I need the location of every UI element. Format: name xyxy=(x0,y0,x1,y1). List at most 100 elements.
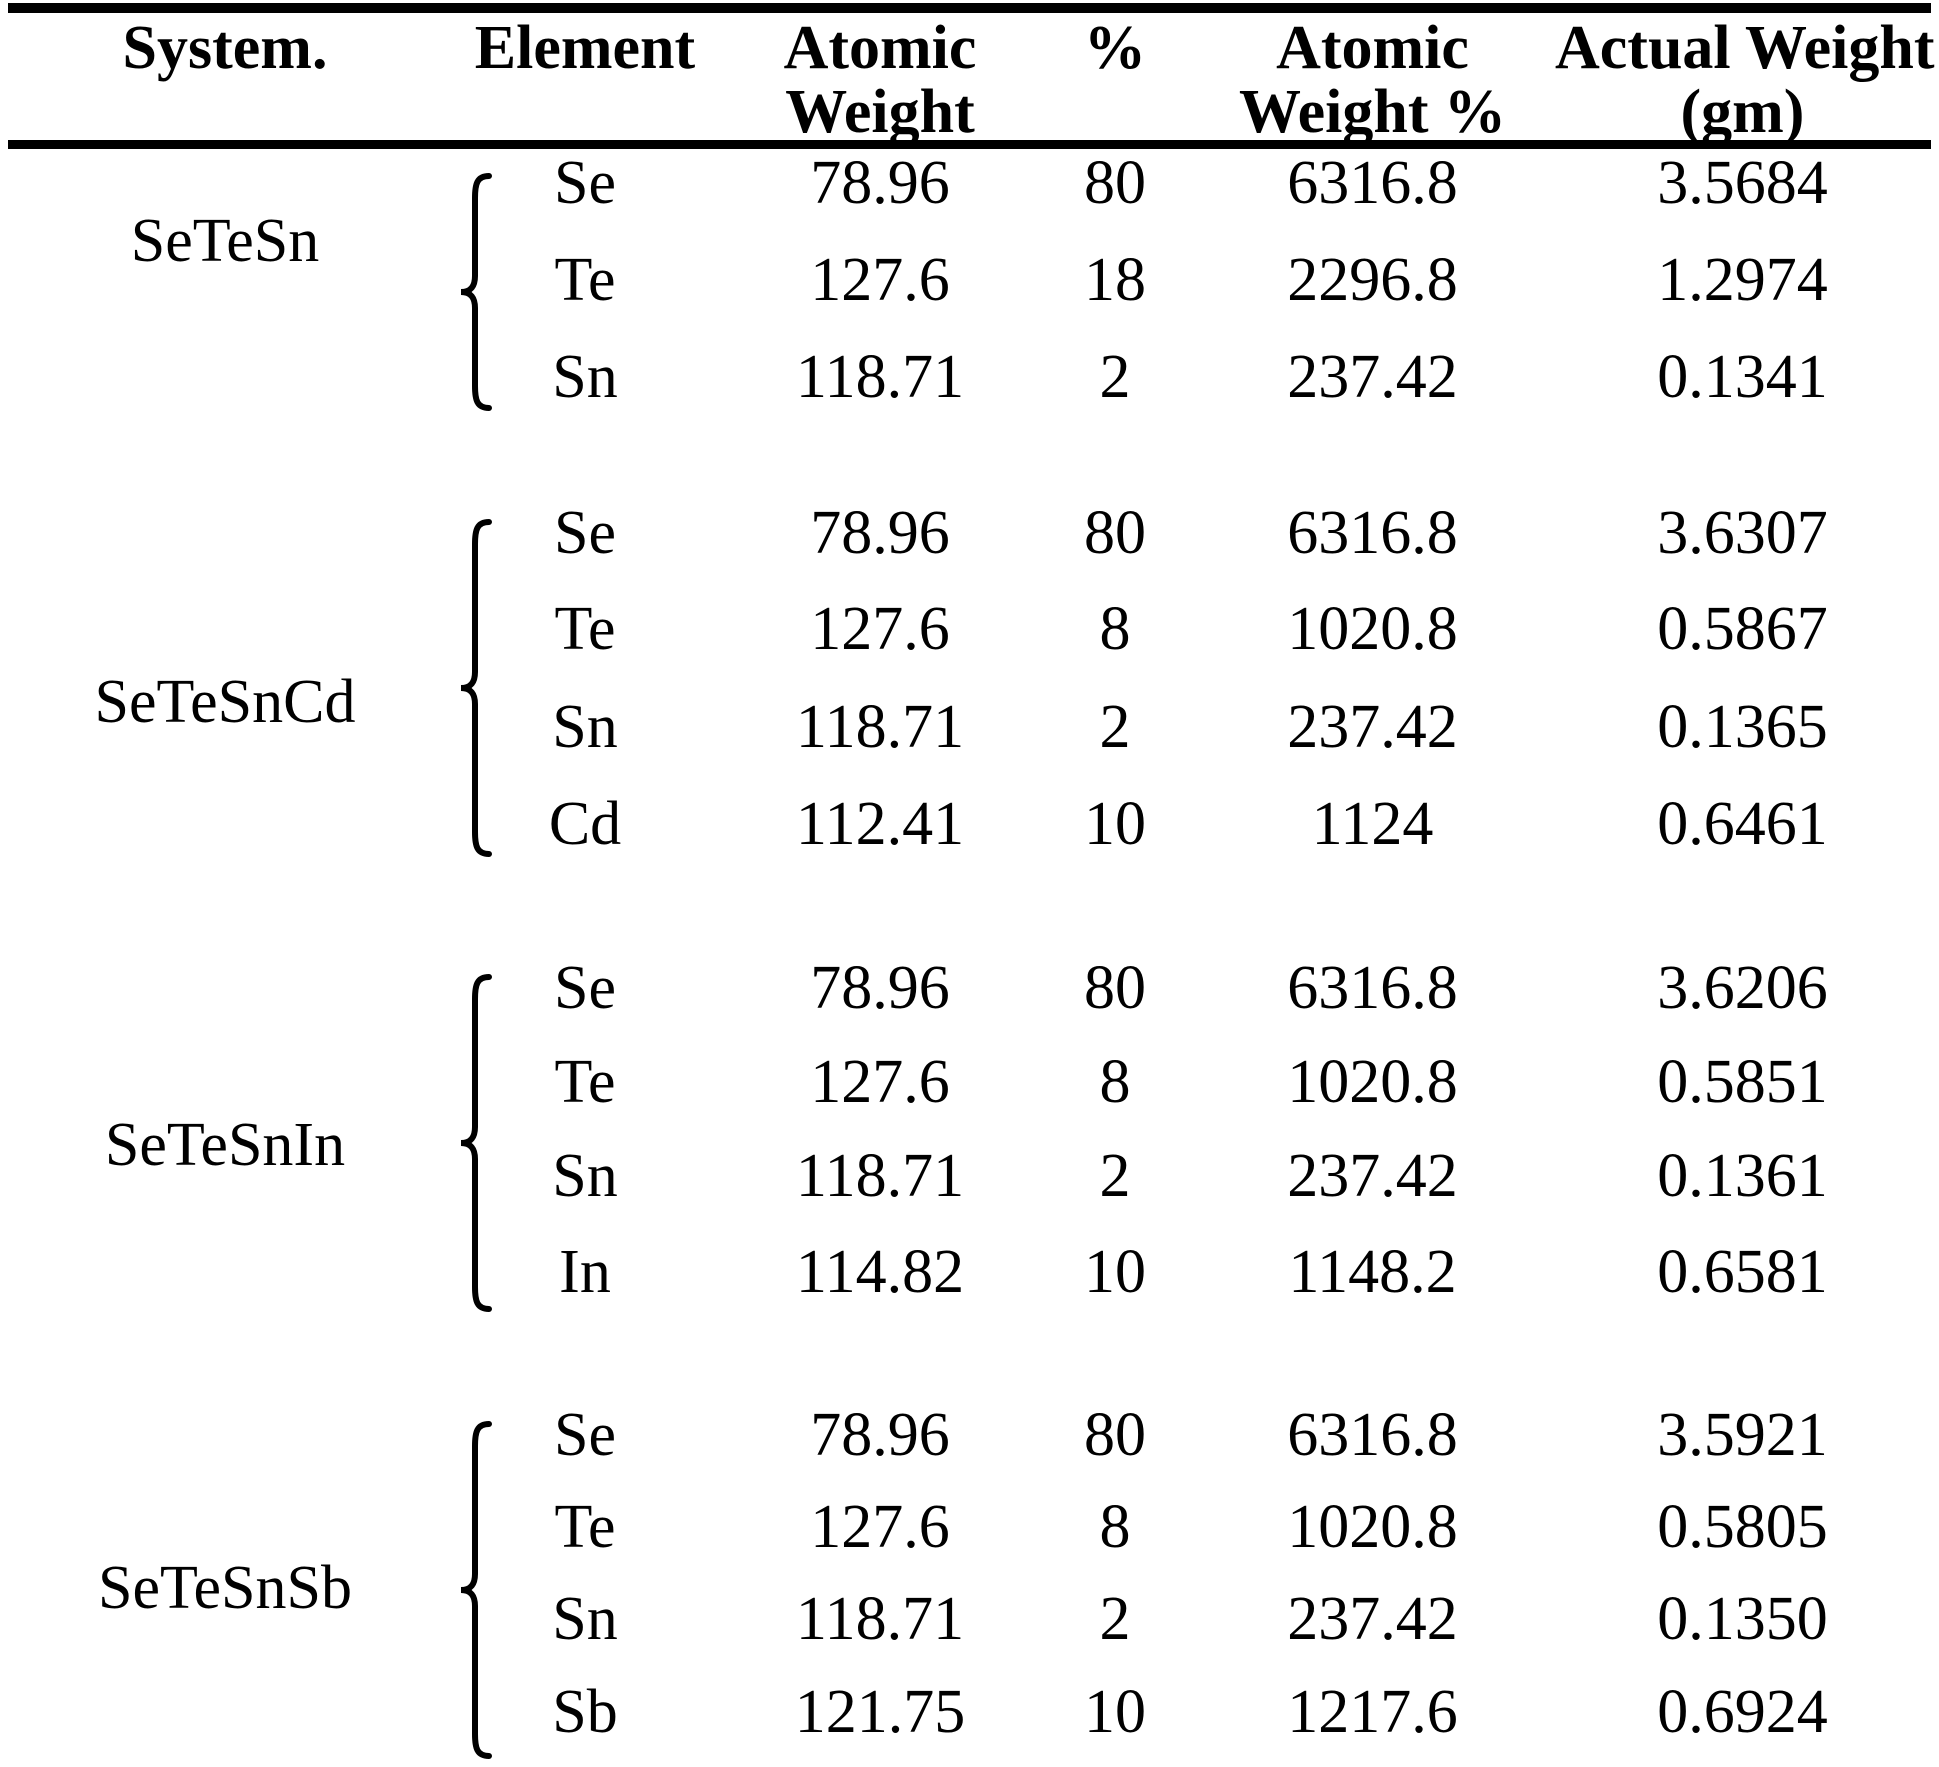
actual-weight-cell: 0.6924 xyxy=(1657,1678,1828,1746)
atomic-weight-cell: 118.71 xyxy=(795,1142,965,1210)
atomic-weight-cell: 127.6 xyxy=(810,1048,950,1116)
atomic-weight-percent-cell: 237.42 xyxy=(1287,343,1458,411)
table-top-rule xyxy=(8,3,1931,13)
atomic-weight-percent-cell: 1148.2 xyxy=(1288,1238,1457,1306)
system-label-setesnin: SeTeSnIn xyxy=(104,1111,346,1179)
element-cell: Se xyxy=(554,1401,616,1469)
percent-cell: 10 xyxy=(1084,1238,1146,1306)
atomic-weight-percent-cell: 1124 xyxy=(1311,790,1434,858)
actual-weight-cell: 1.2974 xyxy=(1657,246,1828,314)
atomic-weight-percent-cell: 6316.8 xyxy=(1287,499,1458,567)
percent-cell: 8 xyxy=(1099,595,1131,663)
table-row: Sn 118.71 2 237.42 0.1365 xyxy=(450,695,1930,759)
element-cell: Sn xyxy=(552,343,618,411)
actual-weight-cell: 3.5921 xyxy=(1657,1401,1828,1469)
table-row: In 114.82 10 1148.2 0.6581 xyxy=(450,1240,1930,1304)
header-system-line2 xyxy=(0,80,450,144)
actual-weight-cell: 0.1365 xyxy=(1657,693,1828,761)
actual-weight-cell: 0.1341 xyxy=(1657,343,1828,411)
atomic-weight-percent-cell: 6316.8 xyxy=(1287,149,1458,217)
atomic-weight-cell: 78.96 xyxy=(810,954,950,1022)
table-header-row-line2: Weight Weight % (gm) xyxy=(0,80,1930,144)
element-cell: Sn xyxy=(552,1585,618,1653)
percent-cell: 80 xyxy=(1084,499,1146,567)
table-row: Se 78.96 80 6316.8 3.6307 xyxy=(450,501,1930,565)
actual-weight-cell: 0.1350 xyxy=(1657,1585,1828,1653)
atomic-weight-percent-cell: 1020.8 xyxy=(1287,1048,1458,1116)
element-cell: Te xyxy=(554,595,616,663)
percent-cell: 8 xyxy=(1099,1493,1131,1561)
table-row: Se 78.96 80 6316.8 3.6206 xyxy=(450,956,1930,1020)
percent-cell: 2 xyxy=(1099,1585,1131,1653)
header-divider-rule xyxy=(8,140,1931,149)
element-cell: Te xyxy=(554,1493,616,1561)
atomic-weight-percent-cell: 6316.8 xyxy=(1287,1401,1458,1469)
element-cell: Se xyxy=(554,954,616,1022)
atomic-weight-cell: 78.96 xyxy=(810,1401,950,1469)
table-row: Te 127.6 18 2296.8 1.2974 xyxy=(450,248,1930,312)
element-cell: Sb xyxy=(552,1678,618,1746)
percent-cell: 2 xyxy=(1099,343,1131,411)
table-row: Sn 118.71 2 237.42 0.1361 xyxy=(450,1144,1930,1208)
atomic-weight-cell: 118.71 xyxy=(795,693,965,761)
table-row: Sb 121.75 10 1217.6 0.6924 xyxy=(450,1680,1930,1744)
atomic-weight-cell: 118.71 xyxy=(795,1585,965,1653)
atomic-weight-cell: 112.41 xyxy=(795,790,965,858)
table-row: Se 78.96 80 6316.8 3.5684 xyxy=(450,151,1930,215)
actual-weight-cell: 3.6206 xyxy=(1657,954,1828,1022)
percent-cell: 80 xyxy=(1084,954,1146,1022)
percent-cell: 80 xyxy=(1084,1401,1146,1469)
group-brace-setesnsb xyxy=(455,1420,495,1760)
actual-weight-cell: 0.6461 xyxy=(1657,790,1828,858)
header-actual-weight-line2: (gm) xyxy=(1680,78,1805,146)
atomic-weight-percent-cell: 1020.8 xyxy=(1287,595,1458,663)
element-cell: Sn xyxy=(552,1142,618,1210)
element-cell: In xyxy=(559,1238,611,1306)
table-row: Cd 112.41 10 1124 0.6461 xyxy=(450,792,1930,856)
header-system: System. xyxy=(122,14,328,82)
actual-weight-cell: 3.5684 xyxy=(1657,149,1828,217)
system-label-setesncd: SeTeSnCd xyxy=(94,668,356,736)
percent-cell: 8 xyxy=(1099,1048,1131,1116)
table-header-row-line1: System. Element Atomic % Atomic Actual W… xyxy=(0,14,1935,82)
actual-weight-cell: 0.5867 xyxy=(1657,595,1828,663)
atomic-weight-percent-cell: 237.42 xyxy=(1287,693,1458,761)
atomic-weight-cell: 78.96 xyxy=(810,149,950,217)
element-cell: Se xyxy=(554,499,616,567)
percent-cell: 10 xyxy=(1084,790,1146,858)
actual-weight-cell: 0.5805 xyxy=(1657,1493,1828,1561)
table-row: Se 78.96 80 6316.8 3.5921 xyxy=(450,1403,1930,1467)
atomic-weight-cell: 114.82 xyxy=(795,1238,965,1306)
atomic-weight-percent-cell: 1020.8 xyxy=(1287,1493,1458,1561)
atomic-weight-cell: 127.6 xyxy=(810,595,950,663)
actual-weight-cell: 0.5851 xyxy=(1657,1048,1828,1116)
table-row: Te 127.6 8 1020.8 0.5805 xyxy=(450,1495,1930,1559)
percent-cell: 2 xyxy=(1099,1142,1131,1210)
actual-weight-cell: 0.6581 xyxy=(1657,1238,1828,1306)
table-row: Sn 118.71 2 237.42 0.1341 xyxy=(450,345,1930,409)
actual-weight-cell: 0.1361 xyxy=(1657,1142,1828,1210)
atomic-weight-percent-cell: 1217.6 xyxy=(1287,1678,1458,1746)
header-atomic-weight-percent-line2: Weight % xyxy=(1239,78,1506,146)
system-label-setesn: SeTeSn xyxy=(130,207,320,275)
element-cell: Sn xyxy=(552,693,618,761)
percent-cell: 10 xyxy=(1084,1678,1146,1746)
header-percent-line2 xyxy=(1040,80,1190,144)
atomic-weight-percent-cell: 6316.8 xyxy=(1287,954,1458,1022)
table-row: Sn 118.71 2 237.42 0.1350 xyxy=(450,1587,1930,1651)
percent-cell: 80 xyxy=(1084,149,1146,217)
atomic-weight-cell: 118.71 xyxy=(795,343,965,411)
header-atomic-weight-percent: Atomic xyxy=(1276,14,1469,82)
table-row: Te 127.6 8 1020.8 0.5867 xyxy=(450,597,1930,661)
percent-cell: 2 xyxy=(1099,693,1131,761)
atomic-weight-percent-cell: 2296.8 xyxy=(1287,246,1458,314)
atomic-weight-cell: 78.96 xyxy=(810,499,950,567)
atomic-weight-cell: 121.75 xyxy=(794,1678,966,1746)
atomic-weight-cell: 127.6 xyxy=(810,246,950,314)
group-brace-setesn xyxy=(455,172,495,412)
header-atomic-weight: Atomic xyxy=(783,14,977,82)
element-cell: Cd xyxy=(548,790,622,858)
atomic-weight-percent-cell: 237.42 xyxy=(1287,1142,1458,1210)
header-atomic-weight-line2: Weight xyxy=(785,78,975,146)
